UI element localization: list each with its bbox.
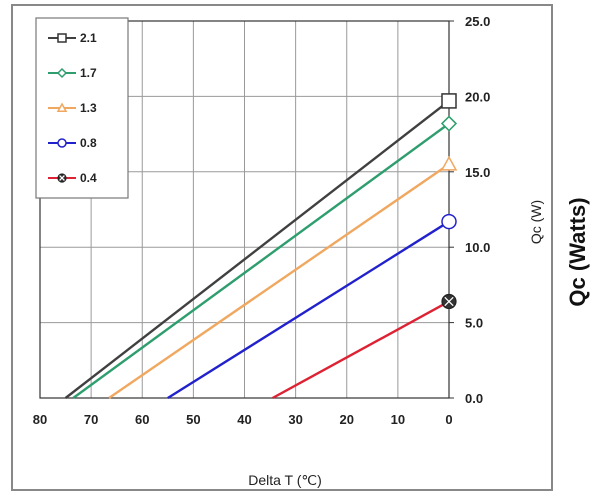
x-tick-label: 30 <box>288 412 302 427</box>
y-tick-label: 15.0 <box>465 165 490 180</box>
marker-square <box>441 93 457 109</box>
y-tick-label: 0.0 <box>465 391 483 406</box>
x-tick-label: 50 <box>186 412 200 427</box>
series-line-2.1 <box>64 99 450 399</box>
legend-label: 1.3 <box>80 101 97 115</box>
series-line-0.4 <box>272 300 450 400</box>
x-tick-label: 20 <box>340 412 354 427</box>
marker-circle <box>57 138 67 148</box>
marker-triangle <box>440 155 458 171</box>
marker-circle <box>441 213 457 230</box>
series-lines <box>64 99 450 400</box>
y-tick-label: 5.0 <box>465 316 483 331</box>
marker-circle-x-stroke <box>59 175 65 181</box>
outer-y-label: Qc (Watts) <box>565 197 590 306</box>
series-line-0.8 <box>167 220 450 400</box>
marker-square <box>57 33 67 43</box>
legend-label: 0.4 <box>80 171 97 185</box>
y-tick-label: 25.0 <box>465 14 490 29</box>
legend-label: 1.7 <box>80 66 97 80</box>
series-markers <box>440 93 458 310</box>
legend-label: 0.8 <box>80 136 97 150</box>
x-tick-label: 40 <box>237 412 251 427</box>
x-tick-label: 10 <box>391 412 405 427</box>
plot-border <box>39 20 450 399</box>
marker-circle-x <box>57 173 67 183</box>
legend-label: 2.1 <box>80 31 97 45</box>
y-tick-label: 20.0 <box>465 89 490 104</box>
marker-triangle <box>56 102 68 112</box>
y-axis-title: Qc (W) <box>528 200 544 244</box>
x-axis-title: Delta T (℃) <box>248 472 322 488</box>
tick-labels: 80 70 60 50 40 30 20 10 0 0.0 5.0 10.0 15.0 20.0 25.0 <box>33 14 491 427</box>
marker-circle-x-stroke <box>444 296 454 307</box>
legend: 2.1 1.7 1.3 0.8 0.4 <box>35 17 129 199</box>
x-tick-label: 70 <box>84 412 98 427</box>
y-tick-label: 10.0 <box>465 240 490 255</box>
x-tick-label: 60 <box>135 412 149 427</box>
marker-diamond <box>56 67 68 79</box>
x-tick-label: 0 <box>445 412 452 427</box>
marker-diamond <box>440 115 458 132</box>
x-tick-label: 80 <box>33 412 47 427</box>
series-line-1.7 <box>72 122 450 399</box>
series-line-1.3 <box>108 163 450 399</box>
marker-circle-x <box>441 293 457 310</box>
